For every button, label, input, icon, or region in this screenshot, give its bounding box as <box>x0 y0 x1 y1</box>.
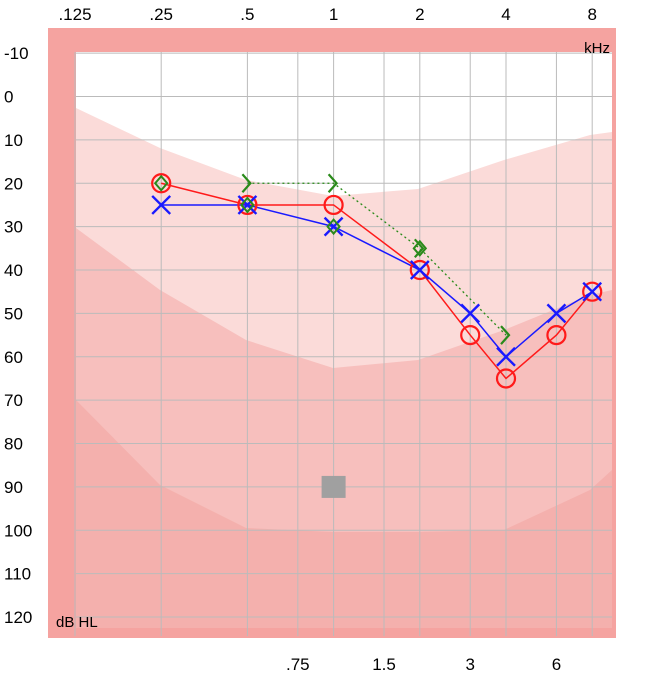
diamond-marker <box>153 174 169 192</box>
bracket-marker <box>413 238 425 259</box>
y-tick-label: 20 <box>4 174 23 193</box>
cross-marker <box>582 281 603 302</box>
severity-band-frame <box>76 628 612 636</box>
diamond-marker <box>326 218 341 236</box>
bottom-tick-label: 6 <box>552 655 561 674</box>
y-tick-label: 80 <box>4 435 23 454</box>
tick-labels: .125 .25 .5 1 2 4 8 .75 1.5 3 6 -10 0 10 20 30 40 50 60 70 8… <box>4 5 597 674</box>
cross-marker <box>323 216 344 237</box>
y-tick-label: 40 <box>4 261 23 280</box>
bottom-tick-label: .75 <box>286 655 310 674</box>
marker-square <box>321 475 346 498</box>
top-tick-label: .25 <box>149 5 173 24</box>
y-tick-label: 100 <box>4 521 32 540</box>
circle-marker <box>323 194 344 216</box>
top-tick-label: .125 <box>58 5 91 24</box>
cross-marker <box>496 346 516 367</box>
y-tick-label: 120 <box>4 608 32 627</box>
bottom-tick-label: 1.5 <box>372 655 396 674</box>
circle-marker <box>460 324 481 346</box>
bracket-marker <box>327 173 339 193</box>
y-tick-label: 110 <box>4 565 31 584</box>
bracket-marker <box>500 325 511 345</box>
series-line-circle <box>161 182 593 380</box>
y-unit-label: dB HL <box>56 614 98 631</box>
gray-square-marker <box>321 475 346 498</box>
top-tick-label: 8 <box>587 5 596 24</box>
series-line-right-bracket <box>247 182 507 336</box>
severity-band-deep <box>76 400 612 636</box>
y-tick-label: 30 <box>4 218 23 237</box>
circle-marker <box>409 259 430 281</box>
circle-marker <box>495 368 517 389</box>
cross-marker <box>460 303 481 324</box>
y-tick-label: 70 <box>4 391 23 410</box>
circle-marker <box>582 281 603 302</box>
x-unit-label: kHz <box>584 40 610 57</box>
y-tick-label: 60 <box>4 348 23 367</box>
circle-marker <box>237 194 258 216</box>
cross-marker <box>237 195 258 215</box>
circle-marker <box>546 324 567 346</box>
top-tick-label: 2 <box>415 5 424 24</box>
cross-marker <box>546 303 567 324</box>
y-tick-label: 10 <box>4 131 23 150</box>
bracket-marker <box>241 173 252 193</box>
top-tick-label: 4 <box>501 5 510 24</box>
series-markers <box>151 173 603 389</box>
y-tick-label: -10 <box>4 44 29 63</box>
y-tick-label: 90 <box>4 478 23 497</box>
bottom-tick-label: 3 <box>465 655 474 674</box>
cross-marker <box>409 260 430 280</box>
cross-marker <box>151 195 172 215</box>
diamond-marker <box>412 239 428 257</box>
gridlines <box>74 52 612 636</box>
circle-marker <box>151 173 172 194</box>
diamond-marker <box>240 196 255 214</box>
top-tick-label: .5 <box>240 5 254 24</box>
y-tick-label: 0 <box>4 88 13 107</box>
y-tick-label: 50 <box>4 304 23 323</box>
top-tick-label: 1 <box>329 5 338 24</box>
